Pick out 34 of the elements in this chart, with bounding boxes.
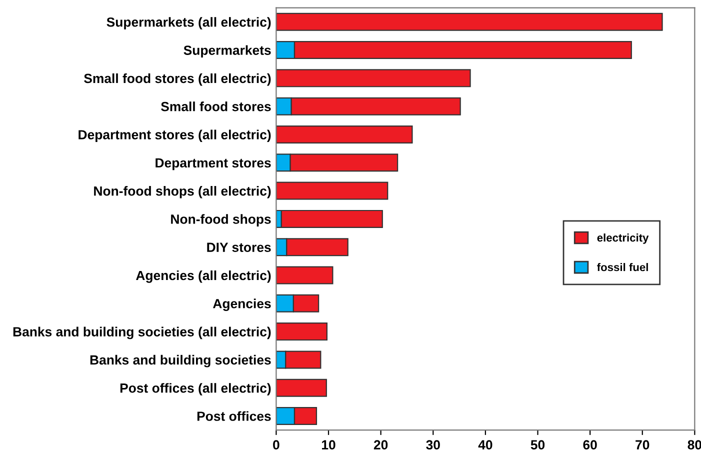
y-tick-label: Supermarkets xyxy=(184,45,271,58)
bar xyxy=(276,266,334,284)
bar xyxy=(280,210,383,228)
y-tick-label: Agencies (all electric) xyxy=(136,270,271,283)
x-tick-label: 60 xyxy=(583,440,597,450)
x-tick-label: 70 xyxy=(636,440,650,450)
x-tick-label: 40 xyxy=(478,440,492,450)
y-tick-label: Department stores xyxy=(156,158,271,170)
y-tick-label: Small food stores xyxy=(161,102,271,112)
x-tick-label: 50 xyxy=(530,440,545,450)
x-tick-label: 20 xyxy=(374,440,388,450)
y-tick-label: Agencies xyxy=(213,298,271,311)
y-tick-label: Banks and building societies xyxy=(90,354,271,368)
legend-label: fossil fuel xyxy=(597,263,648,272)
bar xyxy=(276,182,388,200)
bar xyxy=(276,12,663,31)
x-tick-label: 30 xyxy=(426,440,440,450)
y-tick-label: Post offices (all electric) xyxy=(120,383,271,396)
y-tick-label: Department stores (all electric) xyxy=(78,130,271,142)
y-tick-label: Small food stores (all electric) xyxy=(84,73,271,86)
legend-label: electricity xyxy=(597,233,649,244)
y-tick-label: Non-food shops (all electric) xyxy=(94,186,271,198)
y-tick-label: Supermarkets (all electric) xyxy=(106,17,271,30)
y-tick-label: Banks and building societies (all electric) xyxy=(13,326,271,340)
x-tick-label: 80 xyxy=(688,440,701,450)
y-tick-label: Non-food shops xyxy=(171,214,271,226)
bar xyxy=(276,69,471,88)
x-tick-label: 10 xyxy=(322,440,336,450)
bar xyxy=(276,125,413,144)
y-tick-label: Post offices xyxy=(197,411,271,421)
x-tick-label: 0 xyxy=(273,440,280,450)
bar xyxy=(276,378,327,397)
bar xyxy=(276,322,328,341)
y-tick-label: DIY stores xyxy=(207,242,271,252)
